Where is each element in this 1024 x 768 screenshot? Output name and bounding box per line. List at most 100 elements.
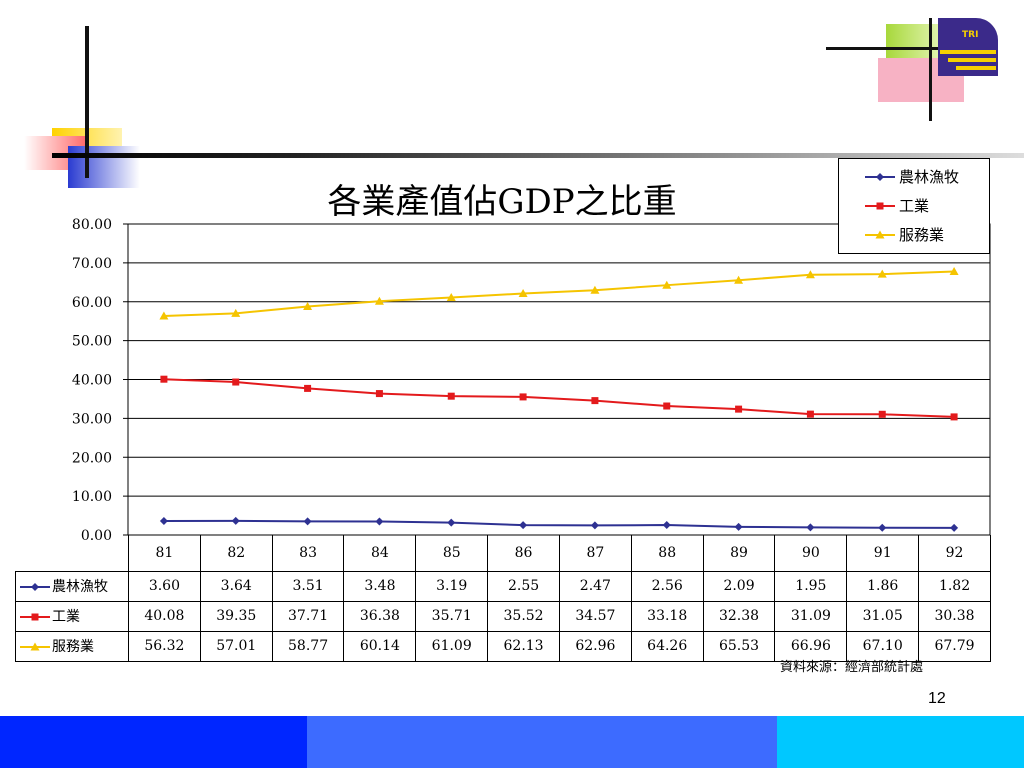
- legend-item: 服務業: [839, 223, 991, 247]
- table-row: 農林漁牧 3.60 3.64 3.51 3.48 3.19 2.55 2.47 2.56 2.09…: [15, 570, 991, 602]
- table-cell: 2.56: [630, 570, 704, 602]
- x-tick-label: 83: [271, 535, 345, 572]
- table-cell: 2.09: [702, 570, 776, 602]
- table-cell: 61.09: [415, 630, 489, 662]
- data-point: [303, 302, 313, 311]
- data-point: [590, 521, 599, 530]
- y-tick-label: 10.00: [72, 489, 112, 505]
- table-cell: 37.71: [271, 600, 345, 632]
- data-point: [805, 270, 815, 279]
- x-tick-label: 84: [343, 535, 417, 572]
- data-point: [806, 523, 815, 532]
- logo-text: TRI: [962, 30, 979, 40]
- deco-horizontal-line: [52, 153, 1024, 158]
- y-tick-label: 20.00: [72, 450, 112, 466]
- table-cell: 60.14: [343, 630, 417, 662]
- deco-line-right-v: [929, 18, 932, 121]
- x-tick-label: 90: [774, 535, 848, 572]
- table-cell: 34.57: [558, 600, 632, 632]
- logo-stripe-3: [956, 66, 996, 70]
- table-cell: 39.35: [199, 600, 273, 632]
- legend-key-icon: [865, 202, 895, 210]
- legend-key-icon: [865, 230, 895, 239]
- bottom-bar-segment-1: [0, 716, 307, 768]
- x-tick-label: 91: [846, 535, 920, 572]
- table-cell: 2.47: [558, 570, 632, 602]
- legend-label: 工業: [899, 197, 930, 215]
- data-point: [375, 517, 384, 526]
- data-point: [877, 269, 887, 278]
- table-series-name: 農林漁牧: [52, 579, 108, 595]
- line-chart: 各業產值佔GDP之比重 80.00 70.00 60.00 50.00 40.00 30.…: [72, 182, 991, 540]
- bottom-bar-segment-3: [777, 716, 1024, 768]
- table-cell: 58.77: [271, 630, 345, 662]
- legend-item: 工業: [839, 194, 991, 218]
- table-cell: 33.18: [630, 600, 704, 632]
- table-cell: 1.82: [918, 570, 991, 602]
- table-header-row: 81 82 83 84 85 86 87 88 89 90 91 92: [16, 535, 991, 572]
- x-tick-label: 86: [487, 535, 560, 572]
- data-point: [159, 517, 168, 526]
- legend-item: 農林漁牧: [839, 165, 991, 189]
- data-point: [231, 516, 240, 525]
- data-point: [734, 522, 743, 531]
- data-point: [446, 293, 456, 302]
- data-point: [232, 378, 240, 386]
- table-cell: 2.55: [487, 570, 560, 602]
- table-cell: 36.38: [343, 600, 417, 632]
- table-row: 服務業 56.32 57.01 58.77 60.14 61.09 62.13 62.96 64…: [15, 630, 991, 662]
- table-cell: 66.96: [774, 630, 848, 662]
- legend-label: 農林漁牧: [899, 168, 960, 186]
- x-tick-label: 87: [558, 535, 632, 572]
- data-point: [231, 308, 241, 317]
- table-series-name: 工業: [52, 609, 80, 625]
- table-cell: 64.26: [630, 630, 704, 662]
- data-point: [519, 393, 527, 401]
- data-point: [374, 296, 384, 305]
- legend-key-icon: [20, 642, 50, 651]
- y-tick-label: 80.00: [72, 217, 112, 233]
- data-point: [949, 266, 959, 275]
- table-cell: 30.38: [918, 600, 991, 632]
- table-cell: 31.09: [774, 600, 848, 632]
- source-note: 資料來源：經濟部統計處: [780, 660, 924, 675]
- legend-marker: [31, 583, 39, 591]
- data-point: [519, 521, 528, 530]
- table-cell: 1.86: [846, 570, 920, 602]
- data-point: [806, 410, 814, 418]
- table-cell: 3.48: [343, 570, 417, 602]
- y-tick-label: 40.00: [72, 373, 112, 389]
- series-line-1: [163, 378, 955, 418]
- page-number: 12: [928, 690, 946, 707]
- data-point: [160, 375, 168, 383]
- legend-key-icon: [20, 583, 50, 591]
- data-point: [518, 288, 528, 297]
- data-point: [662, 521, 671, 530]
- table-series-name: 服務業: [52, 639, 94, 655]
- deco-line-right-h: [826, 47, 944, 50]
- table-cell: 35.71: [415, 600, 489, 632]
- table-cell: 3.60: [128, 570, 201, 602]
- x-tick-label: 89: [702, 535, 776, 572]
- data-point: [735, 405, 743, 413]
- data-point: [950, 413, 958, 421]
- table-cell: 3.64: [199, 570, 273, 602]
- table-cell: 67.10: [846, 630, 920, 662]
- data-point: [159, 311, 169, 320]
- table-series-header: 工業: [15, 600, 129, 632]
- series-line-0: [163, 519, 955, 529]
- table-series-header: 農林漁牧: [15, 570, 129, 602]
- table-corner: [16, 535, 129, 571]
- table-series-header: 服務業: [15, 630, 129, 662]
- x-tick-label: 85: [415, 535, 489, 572]
- data-point: [590, 285, 600, 294]
- table-cell: 65.53: [702, 630, 776, 662]
- y-tick-label: 30.00: [72, 411, 112, 427]
- chart-legend: 農林漁牧 工業 服務業: [838, 158, 990, 254]
- table-cell: 62.13: [487, 630, 560, 662]
- data-point: [663, 402, 671, 410]
- table-cell: 32.38: [702, 600, 776, 632]
- x-tick-label: 81: [128, 535, 201, 572]
- data-table: 81 82 83 84 85 86 87 88 89 90 91 92 農林漁牧 3.60 3.64 3.51…: [15, 535, 991, 662]
- data-point: [447, 518, 456, 527]
